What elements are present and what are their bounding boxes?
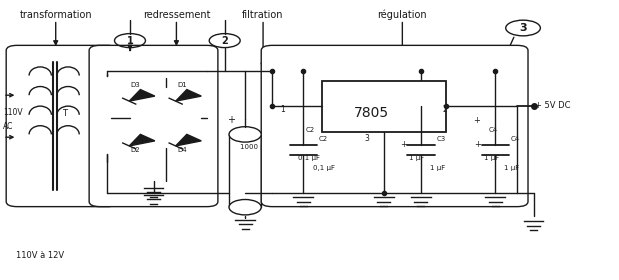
Polygon shape xyxy=(176,90,201,101)
Text: 1: 1 xyxy=(127,36,133,46)
Ellipse shape xyxy=(229,199,261,215)
Bar xyxy=(229,134,261,207)
Text: 1000 µF: 1000 µF xyxy=(240,144,269,150)
Polygon shape xyxy=(129,134,155,146)
Text: C3: C3 xyxy=(436,136,446,142)
FancyBboxPatch shape xyxy=(261,45,528,207)
Text: C4: C4 xyxy=(489,127,498,133)
Text: régulation: régulation xyxy=(378,10,427,20)
Text: C3: C3 xyxy=(413,127,423,133)
Text: +: + xyxy=(400,140,407,149)
Text: 0,1 µF: 0,1 µF xyxy=(298,155,320,161)
Text: 2: 2 xyxy=(442,105,447,114)
FancyBboxPatch shape xyxy=(6,45,118,207)
Text: 1 µF: 1 µF xyxy=(504,165,520,171)
Text: C1: C1 xyxy=(245,127,254,133)
Bar xyxy=(322,81,446,132)
Text: D4: D4 xyxy=(178,147,188,153)
Text: 3: 3 xyxy=(519,23,527,33)
Text: +: + xyxy=(473,116,480,125)
Text: 1 µF: 1 µF xyxy=(484,155,500,161)
Text: D1: D1 xyxy=(178,82,188,88)
Text: + 5V DC: + 5V DC xyxy=(535,101,571,109)
Text: 110V à 12V: 110V à 12V xyxy=(16,251,64,260)
Text: D2: D2 xyxy=(130,147,140,153)
FancyBboxPatch shape xyxy=(89,45,218,207)
Text: 0,1 µF: 0,1 µF xyxy=(313,165,335,171)
Ellipse shape xyxy=(229,127,261,142)
Text: AC: AC xyxy=(3,122,14,130)
Text: redressement: redressement xyxy=(142,10,210,20)
Text: +: + xyxy=(474,140,482,149)
Text: 1: 1 xyxy=(280,105,285,114)
Text: transformation: transformation xyxy=(19,10,92,20)
Text: 2: 2 xyxy=(222,36,228,46)
Text: T: T xyxy=(63,109,67,118)
Text: D3: D3 xyxy=(130,82,140,88)
Polygon shape xyxy=(129,90,155,101)
Polygon shape xyxy=(176,134,201,146)
Text: +: + xyxy=(228,115,235,125)
Text: C4: C4 xyxy=(511,136,520,142)
Text: 1 µF: 1 µF xyxy=(430,165,446,171)
Text: C2: C2 xyxy=(305,127,314,133)
Text: 7805: 7805 xyxy=(354,106,389,120)
Text: 110V: 110V xyxy=(3,108,23,116)
Text: 3: 3 xyxy=(365,134,370,143)
Text: C2: C2 xyxy=(319,136,328,142)
Text: filtration: filtration xyxy=(242,10,284,20)
Text: 1 µF: 1 µF xyxy=(409,155,424,161)
Text: +: + xyxy=(398,116,405,125)
